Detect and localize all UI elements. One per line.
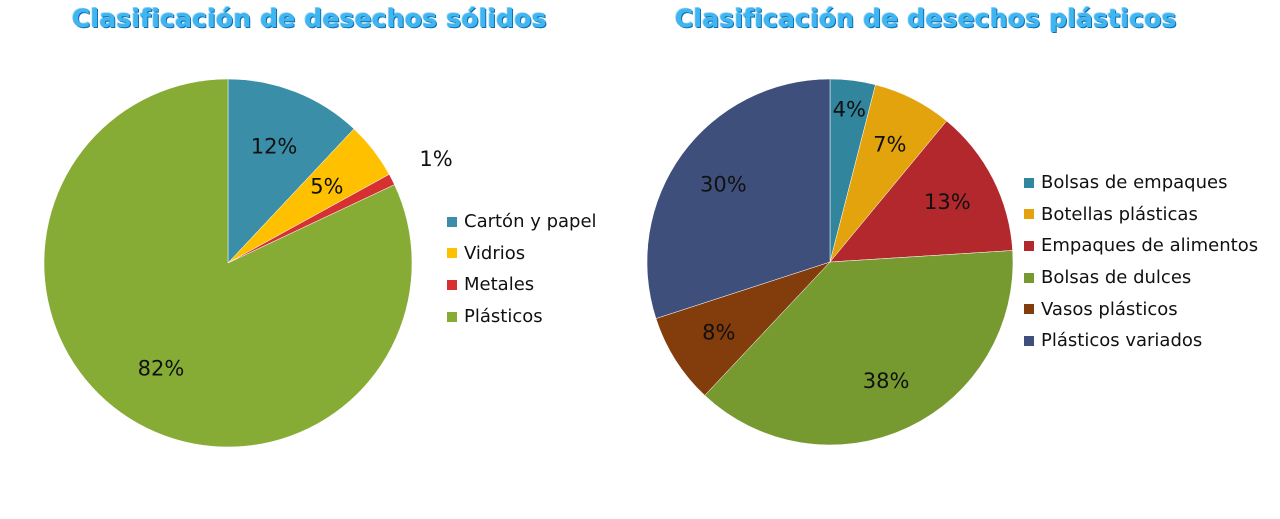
legend-label: Bolsas de dulces — [1041, 267, 1192, 289]
legend-item-plastic-bolsas-de-empaques: Bolsas de empaques — [1024, 167, 1258, 199]
data-label-solid-metales: 1% — [419, 147, 452, 171]
legend-swatch — [447, 216, 457, 227]
legend-swatch — [1024, 272, 1034, 283]
legend-label: Bolsas de empaques — [1041, 172, 1228, 194]
legend-item-solid-vidrios: Vidrios — [447, 238, 597, 270]
legend-label: Cartón y papel — [464, 211, 597, 233]
legend-swatch — [1024, 335, 1034, 346]
legend-label: Botellas plásticas — [1041, 203, 1198, 225]
legend-swatch — [447, 311, 457, 322]
legend-item-plastic-plasticos-variados: Plásticos variados — [1024, 325, 1258, 357]
pie-slice-solid-carton-y-papel — [227, 78, 355, 264]
legend-swatch — [1024, 177, 1034, 188]
legend-label: Vidrios — [464, 242, 526, 264]
legend-swatch — [447, 248, 457, 259]
legend-plastic-waste: Bolsas de empaques Botellas plásticas Empa… — [1024, 167, 1258, 357]
legend-label: Empaques de alimentos — [1041, 235, 1259, 257]
legend-item-solid-metales: Metales — [447, 269, 597, 301]
legend-item-solid-carton-y-papel: Cartón y papel — [447, 206, 597, 238]
data-label-solid-vidrios: 5% — [310, 174, 343, 198]
legend-label: Plásticos — [464, 306, 543, 328]
data-label-solid-carton-y-papel: 12% — [251, 135, 298, 159]
legend-label: Plásticos variados — [1041, 330, 1203, 352]
legend-item-plastic-empaques-de-alimentos: Empaques de alimentos — [1024, 230, 1258, 262]
chart-title-plastic-waste: Clasificación de desechos plásticos — [675, 4, 1177, 33]
pie-slice-solid-plasticos — [43, 78, 413, 448]
legend-swatch — [1024, 304, 1034, 315]
legend-label: Vasos plásticos — [1041, 298, 1178, 320]
data-label-solid-plasticos: 82% — [138, 357, 185, 381]
chart-title-solid-waste: Clasificación de desechos sólidos — [72, 4, 547, 33]
legend-item-plastic-bolsas-de-dulces: Bolsas de dulces — [1024, 262, 1258, 294]
legend-item-solid-plasticos: Plásticos — [447, 301, 597, 333]
legend-swatch — [447, 279, 457, 290]
legend-item-plastic-vasos-plasticos: Vasos plásticos — [1024, 293, 1258, 325]
legend-solid-waste: Cartón y papel Vidrios Metales Plásticos — [447, 206, 597, 332]
legend-swatch — [1024, 240, 1034, 251]
legend-swatch — [1024, 209, 1034, 220]
legend-item-plastic-botellas-plasticas: Botellas plásticas — [1024, 199, 1258, 231]
legend-label: Metales — [464, 274, 535, 296]
